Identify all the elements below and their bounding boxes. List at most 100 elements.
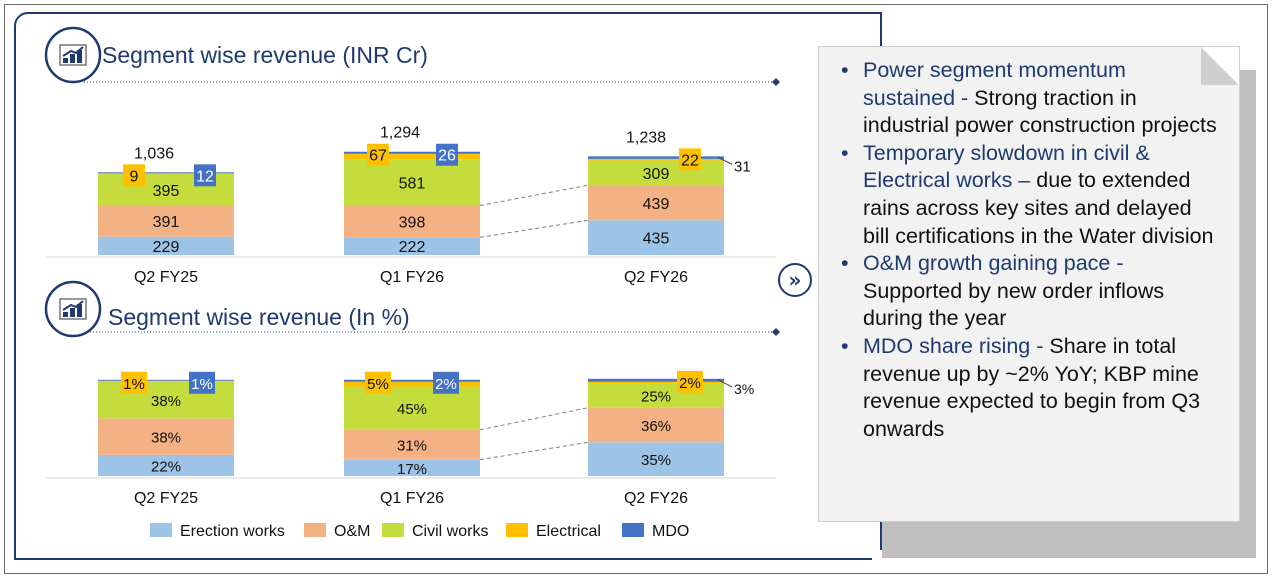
note-body: Strong traction in industrial power cons… <box>863 85 1217 138</box>
data-label: 2% <box>435 376 457 393</box>
bar-segment <box>588 160 724 186</box>
total-label: 1,238 <box>626 129 666 146</box>
data-label: 222 <box>399 239 426 256</box>
legend-label: MDO <box>652 523 689 540</box>
connector-line <box>479 441 589 461</box>
data-label: 2% <box>679 375 701 392</box>
electrical-label-box <box>679 148 701 171</box>
legend-swatch <box>150 523 172 537</box>
notes-box: Power segment momentum sustained - Stron… <box>818 46 1240 522</box>
icon-trend-line <box>62 46 84 57</box>
chart-title: Segment wise revenue (INR Cr) <box>102 42 428 68</box>
bar-segment <box>588 156 724 159</box>
bar-segment <box>98 379 234 381</box>
bar-segment <box>344 151 480 154</box>
note-item: Temporary slowdown in civil & Electrical… <box>841 140 1223 250</box>
icon-frame <box>59 44 87 66</box>
data-label: 309 <box>643 166 670 183</box>
underline-diamond <box>772 78 780 86</box>
electrical-label-box <box>677 370 703 393</box>
data-label: 17% <box>397 461 427 478</box>
data-label: 67 <box>369 148 387 165</box>
legend-label: Erection works <box>180 523 285 540</box>
bar-segment <box>588 378 724 382</box>
data-label: 229 <box>153 239 180 256</box>
mdo-label-box <box>194 164 216 187</box>
electrical-label-box <box>367 143 389 166</box>
connector-line <box>479 184 589 207</box>
notes-list: Power segment momentum sustained - Stron… <box>819 47 1239 443</box>
callout-line <box>717 156 733 165</box>
slide-frame <box>4 4 1268 574</box>
callout-line <box>717 379 733 388</box>
bar-segment <box>344 153 480 160</box>
electrical-label-box <box>121 371 147 394</box>
icon-frame <box>59 298 87 320</box>
bar-segment <box>98 454 234 476</box>
connector-line <box>479 219 589 238</box>
data-label: 38% <box>151 393 181 410</box>
data-label: 435 <box>643 231 670 248</box>
note-head: Power segment momentum sustained - <box>863 58 1126 110</box>
data-label: 31 <box>734 158 751 175</box>
bar-segment <box>344 429 480 460</box>
mdo-label-box <box>433 371 459 394</box>
legend-swatch <box>622 523 644 537</box>
bar-segment <box>588 220 724 255</box>
icon-bar <box>63 312 68 317</box>
data-label: 1% <box>123 376 145 393</box>
connector-line <box>479 407 589 431</box>
note-body: due to extended rains across key sites a… <box>863 168 1214 248</box>
electrical-label-box <box>365 371 391 394</box>
bar-segment <box>344 381 480 387</box>
legend-swatch <box>382 523 404 537</box>
icon-bar <box>70 54 75 63</box>
bar-segment <box>98 418 234 455</box>
icon-bar <box>77 50 82 63</box>
note-item: O&M growth gaining pace - Supported by n… <box>841 250 1223 333</box>
data-label: 38% <box>151 430 181 447</box>
note-head: O&M growth gaining pace - <box>863 251 1124 276</box>
chart-title: Segment wise revenue (In %) <box>108 304 410 330</box>
category-label: Q2 FY26 <box>624 269 688 286</box>
icon-bar <box>77 304 82 317</box>
data-label: 9 <box>130 168 139 185</box>
data-label: 391 <box>153 214 180 231</box>
category-label: Q2 FY26 <box>624 490 688 507</box>
data-label: 22% <box>151 458 181 475</box>
data-label: 3% <box>734 381 754 397</box>
bar-segment <box>588 407 724 443</box>
bar-segment <box>344 379 480 382</box>
bar-segment <box>588 158 724 161</box>
data-label: 31% <box>397 438 427 455</box>
legend-swatch <box>506 523 528 537</box>
data-label: 581 <box>399 175 426 192</box>
data-label: 439 <box>643 196 670 213</box>
note-item: MDO share rising - Share in total revenu… <box>841 333 1223 443</box>
charts-panel: Segment wise revenue (INR Cr) 229 391 395 9 1… <box>14 12 882 560</box>
data-label: 26 <box>438 148 456 165</box>
data-label: 5% <box>367 376 389 393</box>
data-label: 398 <box>399 214 426 231</box>
data-label: 45% <box>397 401 427 418</box>
bar-segment <box>98 205 234 237</box>
note-body: Share in total revenue up by ~2% YoY; KB… <box>863 333 1201 441</box>
data-label: 395 <box>153 183 180 200</box>
bar-segment <box>588 185 724 221</box>
category-label: Q1 FY26 <box>380 490 444 507</box>
mdo-label-box <box>436 143 458 166</box>
data-label: 36% <box>641 418 671 435</box>
total-label: 1,036 <box>134 145 174 162</box>
legend-label: O&M <box>334 523 370 540</box>
legend-label: Civil works <box>412 523 488 540</box>
icon-trend-line <box>62 300 84 311</box>
mdo-label-box <box>189 371 215 394</box>
data-label: 22 <box>681 152 699 169</box>
underline-diamond <box>772 328 780 336</box>
category-label: Q1 FY26 <box>380 269 444 286</box>
icon-bar <box>63 58 68 63</box>
legend-swatch <box>304 523 326 537</box>
electrical-label-box <box>123 164 145 187</box>
data-label: 25% <box>641 389 671 406</box>
note-item: Power segment momentum sustained - Stron… <box>841 57 1223 140</box>
